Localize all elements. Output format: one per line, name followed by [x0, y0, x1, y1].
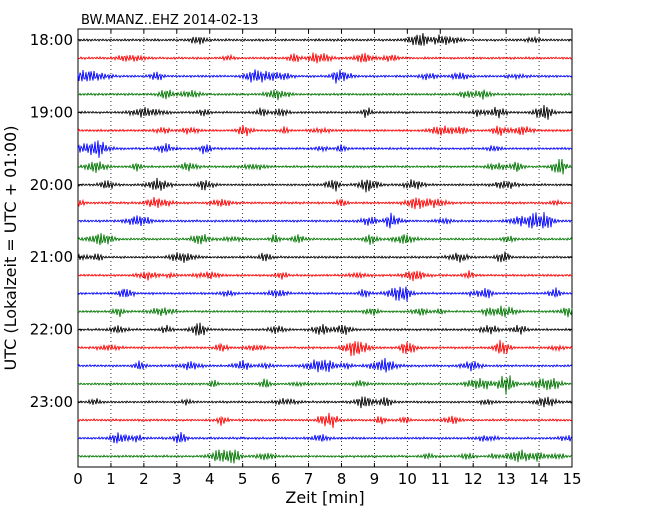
x-tick-label: 9 [370, 470, 380, 488]
trace-line [77, 396, 573, 409]
y-tick-label: 19:00 [30, 103, 73, 121]
x-tick-label: 11 [431, 470, 450, 488]
trace-line [77, 52, 573, 64]
x-tick-label: 5 [238, 470, 248, 488]
x-tick-label: 12 [464, 470, 483, 488]
x-tick-label: 6 [271, 470, 281, 488]
x-tick-label: 8 [337, 470, 347, 488]
y-tick-label: 20:00 [30, 176, 73, 194]
x-tick-label: 10 [398, 470, 417, 488]
axis-ticks: 0 1 2 3 4 5 6 7 8 9 10 11 12 13 14 1518:0019:0020:0021:… [30, 29, 582, 488]
x-tick-label: 15 [562, 470, 581, 488]
x-axis-label: Zeit [min] [285, 488, 364, 507]
chart-title: BW.MANZ..EHZ 2014-02-13 [81, 13, 259, 28]
x-tick-label: 3 [172, 470, 182, 488]
trace-line [77, 212, 573, 229]
trace-line [77, 33, 573, 46]
x-tick-label: 1 [106, 470, 116, 488]
trace-line [77, 125, 573, 137]
trace-line [77, 89, 573, 101]
y-axis-label: UTC (Lokalzeit = UTC + 01:00) [1, 126, 20, 371]
y-tick-label: 21:00 [30, 248, 73, 266]
x-tick-label: 14 [530, 470, 549, 488]
x-tick-label: 7 [304, 470, 314, 488]
trace-line [77, 357, 573, 373]
x-tick-label: 13 [497, 470, 516, 488]
trace-line [77, 177, 573, 193]
trace-line [77, 233, 573, 246]
x-tick-label: 0 [73, 470, 83, 488]
trace-line [77, 412, 573, 429]
trace-line [77, 251, 573, 263]
trace-line [77, 322, 573, 336]
x-tick-label: 4 [205, 470, 215, 488]
trace-line [77, 69, 573, 84]
trace-line [77, 431, 573, 444]
x-tick-label: 2 [139, 470, 149, 488]
trace-line [77, 339, 573, 357]
y-tick-label: 22:00 [30, 321, 73, 339]
trace-line [77, 158, 573, 175]
trace-line [77, 270, 573, 282]
seismic-traces [77, 33, 573, 464]
trace-line [77, 449, 573, 464]
plot-frame [77, 28, 573, 468]
y-tick-label: 18:00 [30, 31, 73, 49]
trace-line [77, 197, 573, 210]
trace-line [77, 286, 573, 302]
trace-line [77, 140, 573, 158]
trace-line [77, 375, 573, 395]
y-tick-label: 23:00 [30, 393, 73, 411]
trace-line [77, 305, 573, 318]
trace-line [77, 105, 573, 120]
